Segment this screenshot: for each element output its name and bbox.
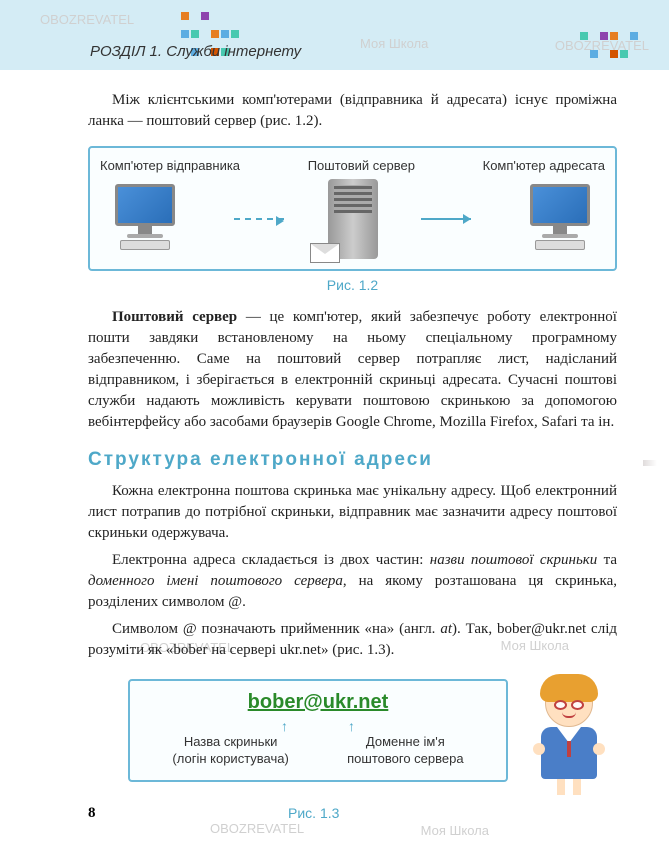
term-mailbox-name: назви поштової скриньки	[430, 552, 598, 568]
arrow-icon	[234, 218, 284, 220]
term-at: at	[440, 621, 452, 637]
fig12-label-sender: Комп'ютер відправника	[100, 158, 240, 173]
paragraph-mailserver: Поштовий сервер — це комп'ютер, який заб…	[88, 307, 617, 433]
up-arrow-icon: ↑	[281, 718, 288, 732]
figure-1-3: bober@ukr.net ↑ ↑ Назва скриньки(логін к…	[128, 679, 508, 782]
chapter-title: РОЗДІЛ 1. Служби інтернету	[90, 43, 301, 60]
fig12-label-server: Поштовий сервер	[308, 158, 415, 173]
sender-computer-icon	[100, 184, 190, 254]
mail-server-icon	[328, 179, 378, 259]
term-mail-server: Поштовий сервер	[112, 309, 237, 325]
recipient-computer-icon	[515, 184, 605, 254]
paragraph-intro: Між клієнтськими комп'ютерами (відправни…	[88, 90, 617, 132]
section-heading: Структура електронної адреси	[88, 449, 617, 471]
fig13-label-domain: Доменне ім'япоштового сервера	[325, 734, 486, 768]
arrow-icon	[421, 218, 471, 220]
envelope-icon	[310, 243, 340, 263]
email-example: bober@ukr.net	[150, 691, 486, 714]
page-header: РОЗДІЛ 1. Служби інтернету	[0, 0, 669, 70]
up-arrow-icon: ↑	[348, 718, 355, 732]
fig12-label-recipient: Комп'ютер адресата	[483, 158, 605, 173]
student-avatar-icon	[524, 679, 614, 799]
figure-1-3-caption: Рис. 1.3	[288, 805, 617, 821]
paragraph-5: Символом @ позначають прийменник «на» (а…	[88, 619, 617, 661]
fig13-label-mailbox: Назва скриньки(логін користувача)	[150, 734, 311, 768]
paragraph-3: Кожна електронна поштова скринька має ун…	[88, 481, 617, 544]
term-domain-name: доменного імені поштового сервера	[88, 573, 343, 589]
header-decoration-right	[579, 28, 639, 64]
figure-1-2-caption: Рис. 1.2	[88, 277, 617, 293]
paragraph-4: Електронна адреса складається із двох ча…	[88, 550, 617, 613]
figure-1-2: Комп'ютер відправника Поштовий сервер Ко…	[88, 146, 617, 271]
